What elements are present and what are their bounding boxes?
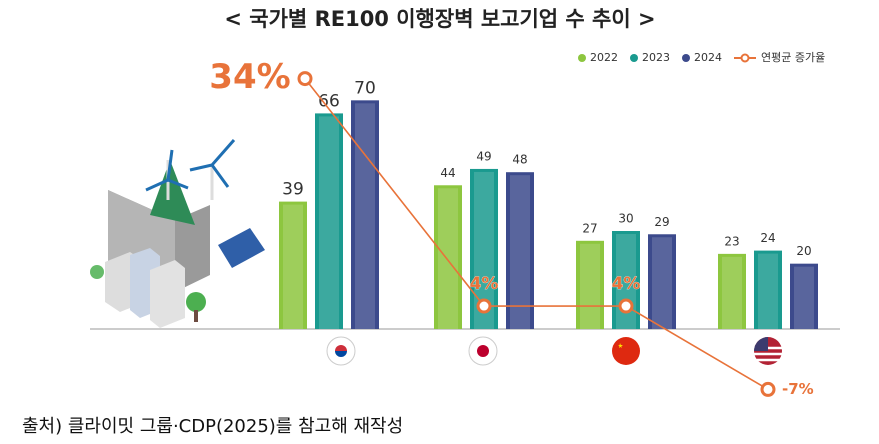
line-marker [618, 298, 634, 314]
value-label: 24 [760, 231, 775, 245]
line-label: 34% [209, 57, 290, 97]
value-label: 27 [582, 221, 597, 235]
legend-label: 2023 [642, 51, 670, 64]
value-label: 30 [618, 212, 633, 226]
line-marker [476, 298, 492, 314]
line-label: -7% [782, 380, 814, 398]
bar-highlight [758, 253, 778, 329]
value-label: 66 [318, 91, 340, 111]
value-label: 29 [654, 215, 669, 229]
legend-label: 2022 [590, 51, 618, 64]
value-label: 39 [282, 180, 304, 200]
value-label: 48 [512, 153, 527, 167]
bar [754, 250, 782, 329]
bar-highlight [722, 256, 742, 329]
value-label: 44 [440, 166, 455, 180]
bar-highlight [580, 243, 600, 329]
bar [351, 100, 379, 329]
bar-highlight [355, 103, 375, 329]
source-note: 출처) 클라이밋 그룹·CDP(2025)를 참고해 재작성 [22, 416, 403, 437]
line-marker [760, 381, 776, 397]
bar-highlight [319, 116, 339, 330]
legend-label: 2024 [694, 51, 722, 64]
bar [718, 253, 746, 329]
chart-title: < 국가별 RE100 이행장벽 보고기업 수 추이 > [224, 7, 655, 31]
bar-highlight [283, 204, 303, 329]
bar-highlight [652, 237, 672, 329]
bar-highlight [474, 171, 494, 329]
line [304, 78, 769, 391]
legend-swatch [682, 54, 690, 62]
bar [279, 201, 307, 329]
flag-usa [754, 337, 782, 365]
illustration [90, 139, 265, 328]
bar [648, 234, 676, 329]
flag-japan [468, 336, 498, 366]
value-label: 20 [796, 244, 811, 258]
bar [506, 172, 534, 329]
bar-highlight [510, 175, 530, 329]
line-label: 4% [470, 274, 499, 294]
line-marker [297, 71, 313, 87]
flag-korea [326, 336, 356, 366]
bar [576, 240, 604, 329]
bar-highlight [794, 266, 814, 329]
bar [434, 185, 462, 329]
legend-label: 연평균 증가율 [761, 51, 825, 64]
value-label: 70 [354, 78, 376, 98]
bar [790, 263, 818, 329]
value-label: 49 [476, 149, 491, 163]
value-label: 23 [724, 234, 739, 248]
bar [315, 113, 343, 330]
legend-swatch [630, 54, 638, 62]
legend-swatch [578, 54, 586, 62]
flag-china [612, 337, 640, 365]
bar-highlight [438, 188, 458, 329]
legend-marker [740, 53, 750, 63]
line-label: 4% [612, 274, 641, 294]
